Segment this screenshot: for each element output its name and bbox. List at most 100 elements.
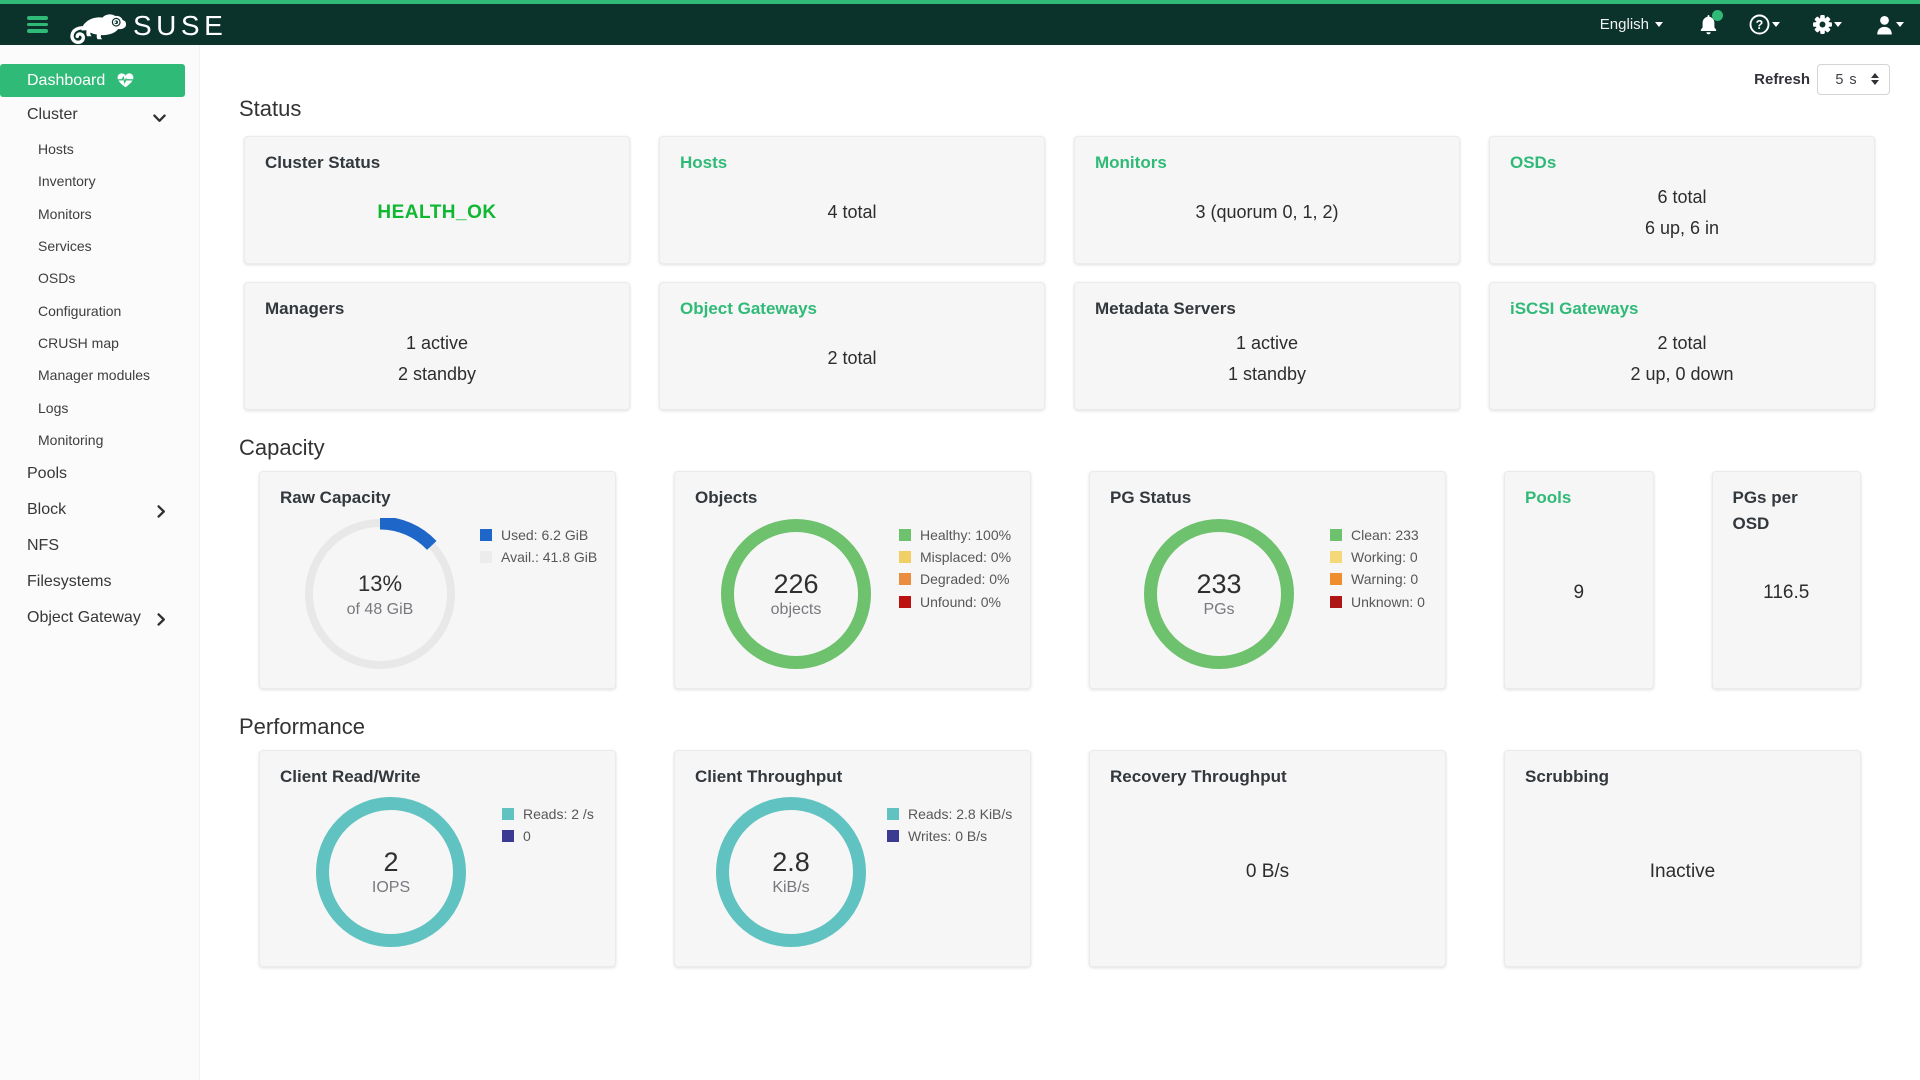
menu-toggle-icon[interactable]: [27, 16, 48, 33]
sidebar-item-nfs[interactable]: NFS: [0, 528, 199, 564]
chevron-down-icon: [1834, 22, 1842, 27]
card-value: 4 total: [660, 137, 1044, 263]
card-title-link[interactable]: Monitors: [1095, 153, 1167, 172]
notifications-button[interactable]: [1699, 10, 1723, 35]
legend-swatch: [899, 595, 911, 608]
card-title: Metadata Servers: [1095, 299, 1236, 318]
legend-item: Unknown: 0: [1330, 591, 1425, 613]
donut-value: 226: [773, 568, 819, 599]
card-object-gateways: Object Gateways 2 total: [659, 282, 1045, 410]
card-title: PGs per OSD: [1732, 488, 1798, 533]
card-cluster-status: Cluster Status HEALTH_OK: [244, 136, 630, 264]
card-managers: Managers 1 active 2 standby: [244, 282, 630, 410]
chevron-down-icon: [1655, 22, 1663, 27]
legend-label: Misplaced: 0%: [920, 549, 1012, 566]
card-value-line: 2 up, 0 down: [1630, 363, 1734, 384]
card-title: Managers: [265, 299, 345, 318]
legend-item: Reads: 2 /s: [502, 803, 594, 825]
legend-swatch: [1330, 573, 1342, 586]
card-title-link[interactable]: OSDs: [1510, 153, 1557, 172]
sidebar-item-label: Dashboard: [27, 71, 106, 89]
donut-sublabel: of 48 GiB: [346, 600, 414, 618]
card-value: 9: [1505, 472, 1653, 688]
legend-item: Clean: 233: [1330, 524, 1425, 546]
card-value-line: 1 active: [1235, 332, 1299, 353]
help-dropdown[interactable]: ?: [1749, 14, 1780, 35]
legend-swatch: [899, 529, 911, 542]
chart-legend: Clean: 233 Working: 0 Warning: 0 Unknown: 0: [1330, 524, 1425, 613]
chart-legend: Used: 6.2 GiB Avail.: 41.8 GiB: [480, 524, 597, 568]
sidebar-item-object-gateway[interactable]: Object Gateway: [0, 600, 199, 636]
legend-item: Writes: 0 B/s: [887, 825, 1012, 847]
capacity-section-heading: Capacity: [239, 435, 325, 460]
card-client-throughput: Client Throughput 2.8 KiB/s Reads: 2.8 KiB/…: [674, 750, 1031, 967]
card-title: Scrubbing: [1525, 767, 1610, 786]
settings-dropdown[interactable]: [1812, 14, 1842, 35]
sidebar-item-pools[interactable]: Pools: [0, 456, 199, 492]
sidebar-item-cluster[interactable]: Cluster: [0, 97, 199, 133]
legend-item: Working: 0: [1330, 546, 1425, 568]
card-value: 6 total 6 up, 6 in: [1490, 137, 1874, 263]
donut-sublabel: IOPS: [371, 878, 411, 896]
chevron-right-icon: [157, 613, 166, 631]
card-osds: OSDs 6 total 6 up, 6 in: [1489, 136, 1875, 264]
card-client-read-write: Client Read/Write 2 IOPS Reads: 2 /s 0: [259, 750, 616, 967]
sidebar-subitem-configuration[interactable]: Configuration: [38, 302, 122, 319]
sidebar-subitem-inventory[interactable]: Inventory: [38, 173, 96, 190]
legend-item: Avail.: 41.8 GiB: [480, 546, 597, 568]
donut-center-label: 233 PGs: [1143, 518, 1295, 670]
legend-label: Writes: 0 B/s: [908, 828, 988, 845]
sidebar-subitem-crush-map[interactable]: CRUSH map: [38, 334, 119, 351]
card-pools: Pools 9: [1504, 471, 1654, 689]
legend-item: Reads: 2.8 KiB/s: [887, 803, 1012, 825]
card-title-link[interactable]: Pools: [1525, 488, 1572, 507]
sidebar-item-dashboard[interactable]: Dashboard: [0, 64, 185, 97]
card-iscsi-gateways: iSCSI Gateways 2 total 2 up, 0 down: [1489, 282, 1875, 410]
donut-center-label: 2.8 KiB/s: [715, 796, 867, 948]
card-title-link[interactable]: Hosts: [680, 153, 728, 172]
sidebar-item-filesystems[interactable]: Filesystems: [0, 564, 199, 600]
donut-chart-client-read-write: [315, 796, 467, 948]
refresh-interval-select[interactable]: 5 s: [1817, 64, 1890, 95]
sidebar-subitem-monitors[interactable]: Monitors: [38, 205, 92, 222]
card-title-link[interactable]: Object Gateways: [680, 299, 818, 318]
sidebar-item-label: Filesystems: [27, 572, 112, 590]
sidebar-subitem-hosts[interactable]: Hosts: [38, 141, 74, 158]
legend-swatch: [899, 551, 911, 564]
legend-swatch: [1330, 595, 1342, 608]
sidebar-subitem-monitoring[interactable]: Monitoring: [38, 431, 104, 448]
donut-chart-raw-capacity: [302, 516, 458, 672]
card-title: Recovery Throughput: [1110, 767, 1287, 786]
legend-label: Used: 6.2 GiB: [501, 527, 589, 544]
sidebar-subitem-osds[interactable]: OSDs: [38, 270, 76, 287]
brand-name: SUSE: [133, 10, 228, 41]
sidebar-subitem-logs[interactable]: Logs: [38, 399, 69, 416]
legend-swatch: [887, 808, 899, 821]
card-objects: Objects 226 objects Healthy: 100% Misplaced:…: [674, 471, 1031, 689]
suse-logo[interactable]: SUSE: [66, 7, 227, 45]
donut-sublabel: KiB/s: [772, 878, 810, 896]
chameleon-icon: [70, 14, 126, 44]
sidebar-item-label: Cluster: [27, 106, 78, 123]
sidebar-item-block[interactable]: Block: [0, 492, 199, 528]
card-value: 1 active 2 standby: [245, 283, 629, 409]
sidebar-subitem-services[interactable]: Services: [38, 238, 92, 255]
card-title: PG Status: [1110, 488, 1192, 507]
legend-swatch: [1330, 551, 1342, 564]
legend-swatch: [502, 808, 514, 821]
top-navbar: SUSE English ?: [0, 0, 1920, 45]
card-title-link[interactable]: iSCSI Gateways: [1510, 299, 1639, 318]
donut-value: 2.8: [772, 846, 810, 877]
language-dropdown[interactable]: English: [1600, 16, 1663, 33]
legend-swatch: [899, 573, 911, 586]
card-value-line: 3 (quorum 0, 1, 2): [1195, 202, 1339, 222]
card-value: Inactive: [1505, 751, 1860, 966]
donut-value: 233: [1196, 568, 1242, 599]
donut-value: 13%: [357, 570, 403, 596]
card-value: 3 (quorum 0, 1, 2): [1075, 137, 1459, 263]
card-value-text: Inactive: [1649, 860, 1716, 882]
sidebar-subitem-manager-modules[interactable]: Manager modules: [38, 367, 151, 384]
svg-text:?: ?: [1756, 18, 1764, 32]
user-dropdown[interactable]: [1875, 15, 1904, 35]
legend-label: Reads: 2 /s: [523, 806, 594, 823]
